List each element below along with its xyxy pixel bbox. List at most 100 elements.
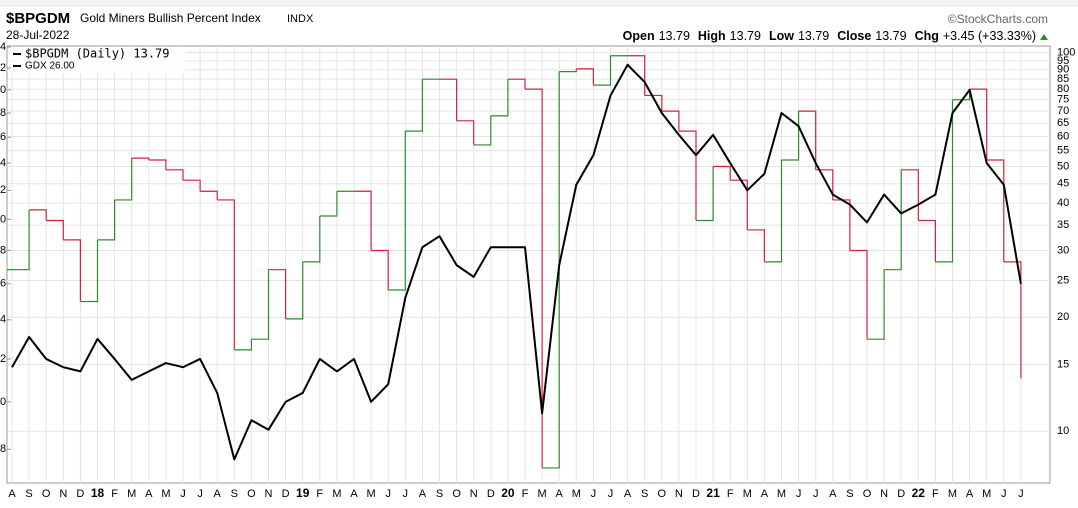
quote-label: Low: [769, 29, 794, 43]
x-tick-label: J: [385, 488, 391, 500]
step-segment: [730, 179, 748, 230]
y2-tick-label: 45: [1057, 178, 1069, 190]
y-tick-label: 4: [0, 314, 6, 326]
x-tick-label: O: [42, 488, 51, 500]
x-tick-label: 19: [296, 486, 310, 500]
y-tick-label: 4: [0, 41, 6, 53]
step-segment: [525, 88, 543, 468]
x-tick-label: M: [948, 488, 957, 500]
x-tick-label: J: [813, 488, 819, 500]
y2-tick-label: 75: [1057, 94, 1069, 106]
step-segment: [63, 239, 81, 302]
x-tick-label: A: [761, 488, 769, 500]
x-tick-label: O: [247, 488, 256, 500]
x-tick-label: 20: [501, 486, 515, 500]
x-tick-label: D: [897, 488, 905, 500]
x-tick-label: J: [180, 488, 186, 500]
up-arrow: [1040, 34, 1048, 40]
step-segment: [319, 191, 338, 217]
x-tick-label: O: [452, 488, 461, 500]
legend-box: [10, 47, 186, 73]
y2-tick-label: 60: [1057, 130, 1069, 142]
line: [11, 63, 1022, 461]
quote-value: +3.45 (+33.33%): [943, 29, 1036, 43]
step-segment: [302, 216, 321, 263]
step-segment: [473, 115, 492, 146]
step-segment: [747, 229, 765, 262]
step-segment: [713, 165, 731, 181]
x-tick-label: A: [829, 488, 837, 500]
step-segment: [114, 158, 133, 201]
step-segment: [12, 209, 30, 271]
step-segment: [576, 68, 594, 86]
x-tick-label: A: [8, 488, 16, 500]
y-tick-label: 4: [0, 157, 6, 169]
x-tick-label: J: [197, 488, 203, 500]
x-tick-label: F: [522, 488, 529, 500]
step-segment: [200, 190, 218, 200]
step-segment: [251, 269, 270, 340]
x-tick-label: S: [846, 488, 853, 500]
x-tick-label: A: [419, 488, 427, 500]
step-segment: [849, 249, 868, 340]
plot-frame: [6, 45, 1051, 484]
step-segment: [97, 199, 116, 241]
x-tick-label: F: [316, 488, 323, 500]
x-tick-label: J: [591, 488, 597, 500]
step-segment: [678, 130, 697, 221]
step-segment: [1003, 261, 1022, 379]
date: 28-Jul-2022: [6, 28, 70, 42]
x-tick-label: J: [608, 488, 614, 500]
step-segment: [644, 94, 663, 112]
y2-tick-label: 80: [1057, 83, 1069, 95]
y2-tick-label: 70: [1057, 105, 1069, 117]
x-tick-label: M: [332, 488, 341, 500]
x-tick-label: D: [487, 488, 495, 500]
x-tick-label: N: [59, 488, 67, 500]
quote-label: Chg: [915, 29, 939, 43]
x-tick-label: N: [470, 488, 478, 500]
y-tick-label: 2: [0, 353, 6, 365]
y-tick-label: 0: [0, 84, 6, 96]
step-segment: [456, 120, 475, 145]
x-tick-label: 22: [912, 486, 926, 500]
x-tick-label: O: [658, 488, 667, 500]
quote-value: 13.79: [798, 29, 829, 43]
y-tick-label: 8: [0, 107, 6, 119]
x-tick-label: S: [641, 488, 648, 500]
step-segment: [542, 71, 560, 469]
x-tick-label: A: [145, 488, 153, 500]
step-segment: [46, 219, 64, 240]
step-segment: [507, 78, 526, 90]
step-segment: [969, 88, 988, 161]
step-segment: [661, 110, 680, 132]
x-tick-label: S: [231, 488, 238, 500]
y2-tick-label: 50: [1057, 160, 1069, 172]
step-segment: [935, 99, 954, 263]
x-tick-label: M: [538, 488, 547, 500]
x-tick-label: M: [127, 488, 136, 500]
x-tick-label: A: [556, 488, 564, 500]
y2-tick-label: 40: [1057, 197, 1069, 209]
y2-tick-label: 95: [1057, 55, 1069, 67]
source: ©StockCharts.com: [948, 12, 1048, 26]
step-segment: [696, 166, 714, 222]
x-tick-label: M: [982, 488, 991, 500]
step-segment: [371, 249, 389, 290]
legend-label: GDX 26.00: [25, 61, 75, 72]
step-segment: [285, 261, 304, 320]
x-tick-label: 18: [91, 486, 105, 500]
step-segment: [798, 110, 817, 170]
chart-subtitle: Gold Miners Bullish Percent Index: [80, 11, 261, 25]
y2-tick-label: 85: [1057, 73, 1069, 85]
y2-tick-label: 15: [1057, 358, 1069, 370]
step-segment: [131, 157, 150, 161]
step-segment: [884, 169, 902, 271]
step-segment: [815, 169, 834, 200]
x-tick-label: D: [282, 488, 290, 500]
x-tick-label: O: [863, 488, 872, 500]
x-tick-label: M: [572, 488, 581, 500]
x-tick-label: J: [796, 488, 802, 500]
x-tick-label: F: [111, 488, 118, 500]
quote-label: High: [698, 29, 726, 43]
